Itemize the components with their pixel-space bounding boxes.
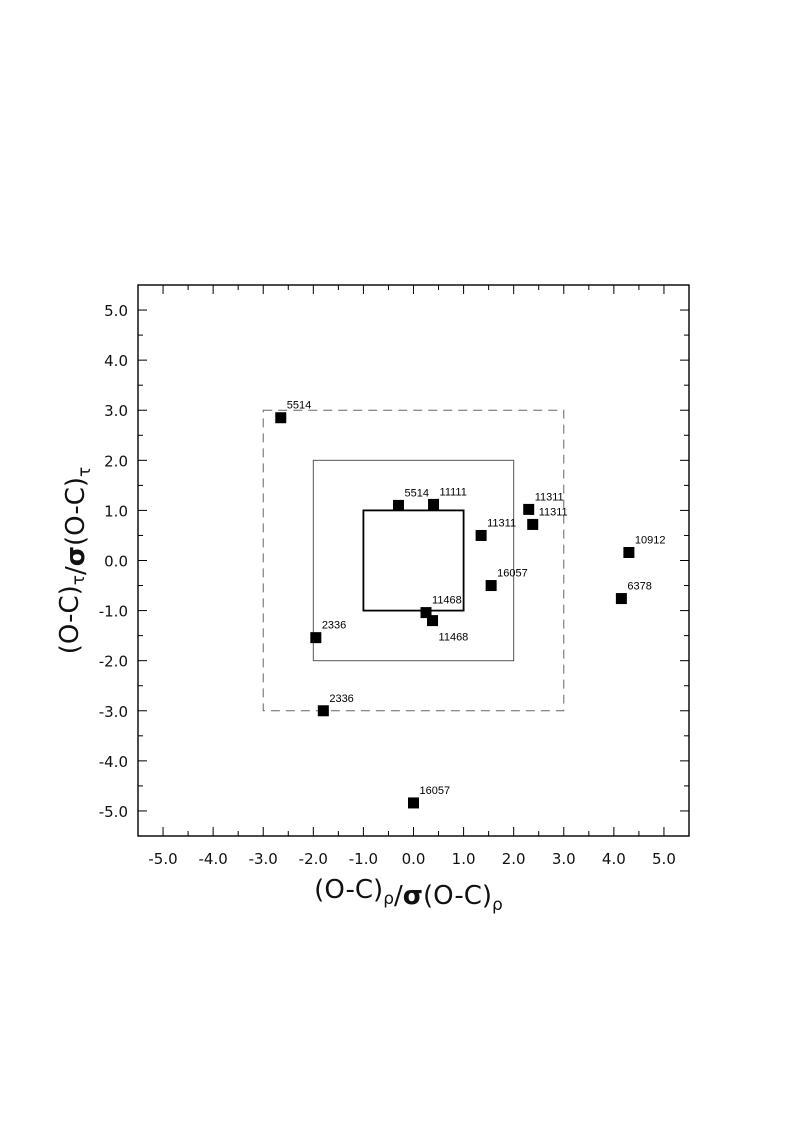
point-label: 11311 [487,517,516,529]
point-label: 2336 [322,620,346,632]
point-label: 5514 [404,487,428,499]
point-label: 16057 [420,785,451,797]
axis-title-part: (O-C) [314,875,383,905]
x-tick-label: 2.0 [502,850,526,868]
axis-title-part: τ [75,467,95,477]
x-tick-label: 4.0 [602,850,626,868]
reference-boxes [262,409,565,712]
axis-title-part: / [394,881,403,911]
y-tick-label: -1.0 [99,603,128,621]
y-tick-label: -4.0 [99,753,128,771]
data-point [427,615,439,627]
point-label: 2336 [329,693,353,705]
y-tick-labels: 5.0 4.0 3.0 2.0 1.0 0.0 -1.0 -2.0 -3.0 -4.0 -5.0 [99,302,128,821]
y-tick-label: 5.0 [104,302,128,320]
reference-box-1sigma [362,509,465,612]
y-tick-label: -2.0 [99,653,128,671]
x-tick-label: 1.0 [452,850,476,868]
x-tick-label: -3.0 [249,850,278,868]
x-tick-label: -2.0 [299,850,328,868]
axis-title-part: / [61,566,91,575]
data-point [310,632,322,644]
point-label: 11311 [535,491,564,503]
axis-title-part: τ [69,575,89,585]
data-point [275,412,287,424]
point-label: 11111 [440,486,467,498]
plot-frame [137,284,690,837]
y-tick-label: 2.0 [104,452,128,470]
y-axis-title: (O-C)τ/σ(O-C)τ [55,467,95,655]
y-tick-label: 3.0 [104,402,128,420]
x-tick-label: -1.0 [349,850,378,868]
data-point [485,580,497,592]
y-tick-label: 0.0 [104,553,128,571]
x-tick-label: 0.0 [402,850,426,868]
x-tick-label: 3.0 [552,850,576,868]
data-point [392,499,404,511]
point-labels: 5514 5514 11111 11311 11311 11311 10912 6378 160… [287,400,666,797]
axis-ticks [138,285,689,836]
point-label: 11468 [432,595,462,607]
point-label: 5514 [287,400,311,412]
point-label: 11311 [539,506,568,518]
data-point [408,797,419,809]
y-tick-label: -5.0 [99,803,128,821]
y-tick-label: 4.0 [104,352,128,370]
data-point [523,503,535,515]
data-point [615,593,627,605]
data-point [420,607,432,619]
point-label: 11468 [439,632,469,644]
x-tick-label: -5.0 [148,850,177,868]
data-point [475,529,487,541]
axis-title-part: (O-C) [61,477,91,546]
y-tick-label: -3.0 [99,703,128,721]
axis-title-part: ρ [492,895,503,915]
axis-title-part: (O-C) [423,881,492,911]
axis-title-part: ρ [383,889,394,909]
x-tick-labels: -5.0 -4.0 -3.0 -2.0 -1.0 0.0 1.0 2.0 3.0 4.0 5.0 [148,850,675,868]
data-point [428,498,440,510]
y-tick-label: 1.0 [104,502,128,520]
data-point [317,705,329,717]
axis-title-part: (O-C) [55,585,85,654]
point-label: 10912 [635,534,666,546]
point-label: 16057 [497,568,528,580]
axis-title-part: σ [403,881,423,911]
data-point [623,546,635,558]
point-label: 6378 [627,581,651,593]
x-axis-title: (O-C)ρ/σ(O-C)ρ [314,875,503,915]
x-tick-label: -4.0 [198,850,227,868]
data-point [527,518,539,530]
axis-title-part: σ [61,546,91,566]
data-points [275,412,635,809]
reference-box-2sigma [312,459,515,662]
x-tick-label: 5.0 [652,850,676,868]
reference-box-3sigma [262,409,565,712]
